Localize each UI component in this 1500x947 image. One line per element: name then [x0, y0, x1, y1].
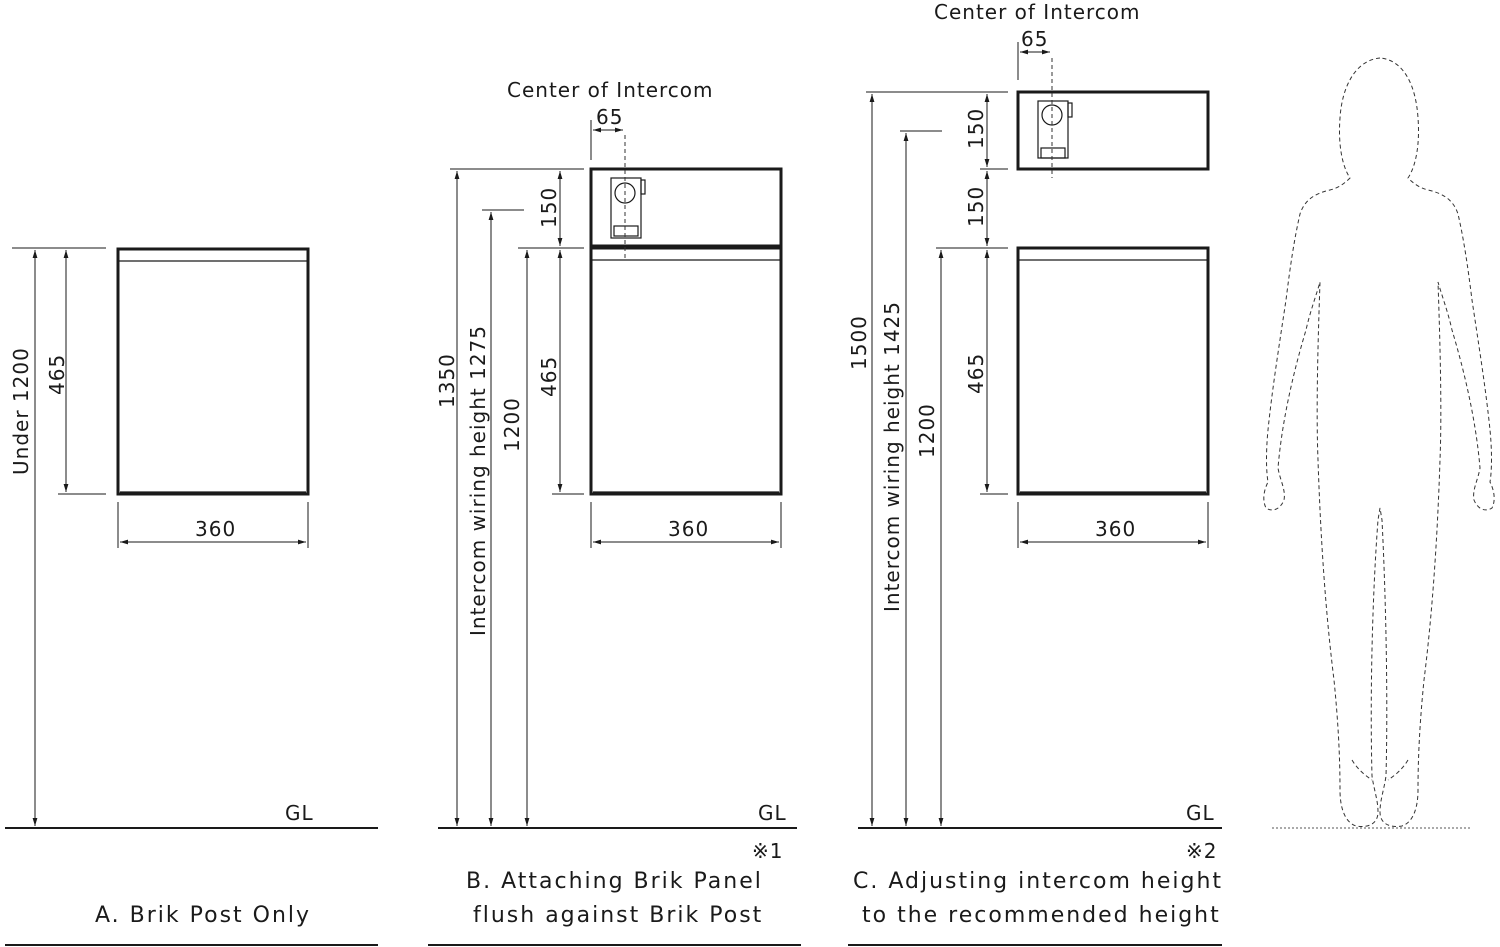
brik-panel: [589, 167, 783, 248]
overall-height-label: Under 1200: [9, 347, 33, 475]
total-height-label: 1500: [847, 315, 871, 370]
post-height-label: 465: [964, 353, 988, 394]
panel-c: GL Center o: [847, 0, 1223, 946]
panel-height-label: 150: [964, 108, 988, 149]
post-height-label: 465: [537, 356, 561, 397]
human-scale-silhouette: [1263, 57, 1495, 829]
ground-label: GL: [758, 801, 787, 825]
intercom-center-label: Center of Intercom: [507, 78, 714, 102]
ground-label: GL: [1186, 801, 1215, 825]
caption-c-line1: C. Adjusting intercom height: [853, 869, 1223, 894]
total-height-label: 1350: [435, 353, 459, 408]
panel-height-label: 150: [537, 187, 561, 228]
caption-b-line1: B. Attaching Brik Panel: [466, 869, 763, 894]
ground-label: GL: [285, 801, 314, 825]
intercom-center-label: Center of Intercom: [934, 0, 1141, 24]
intercom-icon: [610, 177, 642, 239]
note-marker: ※2: [1186, 839, 1217, 863]
wiring-height-label: Intercom wiring height 1275: [466, 325, 490, 636]
intercom-offset-label: 65: [1021, 27, 1048, 51]
brik-post: [589, 246, 783, 496]
width-label: 360: [195, 517, 236, 541]
caption-c-line2: to the recommended height: [862, 903, 1221, 928]
brik-panel: [1016, 90, 1210, 171]
brik-post: [1016, 246, 1210, 496]
caption-a: A. Brik Post Only: [95, 903, 311, 928]
wiring-height-label: Intercom wiring height 1425: [880, 301, 904, 612]
panel-b: GL Center of Intercom: [428, 78, 801, 946]
intercom-offset-label: 65: [596, 105, 623, 129]
post-height-label: 465: [45, 354, 69, 395]
post-top-height-label: 1200: [500, 397, 524, 452]
panel-a: GL Under 1200 465 360 A. Brik Post Only: [5, 247, 378, 946]
note-marker: ※1: [752, 839, 783, 863]
width-label: 360: [668, 517, 709, 541]
caption-b-line2: flush against Brik Post: [473, 903, 763, 928]
post-top-height-label: 1200: [915, 403, 939, 458]
width-label: 360: [1095, 517, 1136, 541]
brik-post: [116, 247, 310, 496]
gap-height-label: 150: [964, 186, 988, 227]
